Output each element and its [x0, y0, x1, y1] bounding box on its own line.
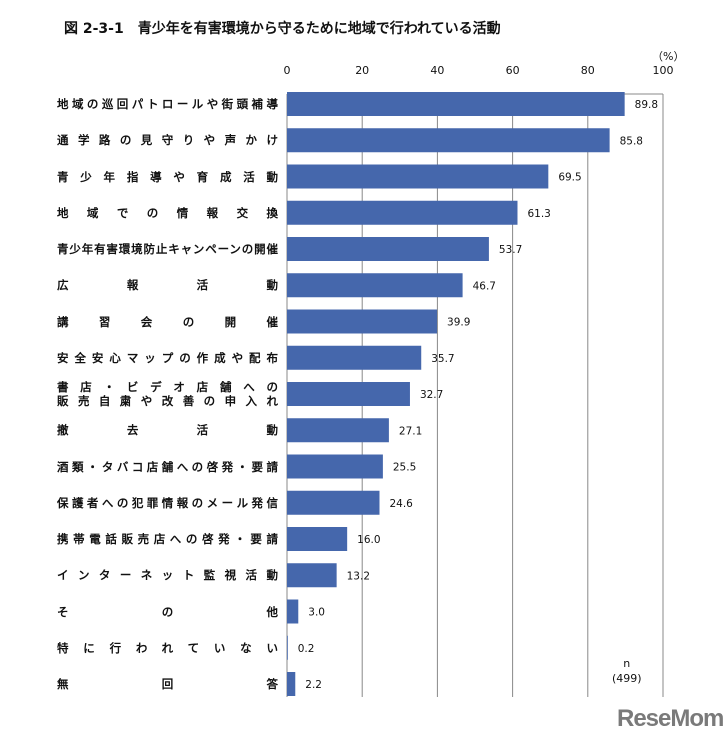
- data-label: 32.7: [420, 389, 443, 401]
- category-label: 地域の巡回パトロールや街頭補導: [57, 97, 278, 111]
- unit-label: （%）: [652, 50, 685, 63]
- bar: [287, 454, 383, 479]
- sample-size-label: n: [623, 657, 631, 670]
- tick-label: 60: [506, 64, 520, 77]
- category-label: 書店・ビデオ店舗への: [57, 380, 278, 394]
- bar: [287, 418, 389, 443]
- bar: [287, 128, 610, 153]
- data-label: 3.0: [308, 607, 325, 619]
- bar: [287, 200, 518, 225]
- category-label: 青少年有害環境防止キャンペーンの開催: [57, 242, 278, 256]
- bar: [287, 672, 296, 696]
- bar: [287, 237, 489, 261]
- chart-title: 図 2-3-1 青少年を有害環境から守るために地域で行われている活動: [64, 21, 501, 37]
- category-label: その他: [57, 604, 278, 619]
- data-label: 16.0: [357, 534, 380, 546]
- data-label: 24.6: [389, 498, 413, 510]
- tick-label: 40: [430, 64, 444, 77]
- sample-size: n (499): [612, 656, 642, 686]
- bar: [287, 382, 410, 406]
- tick-label: 100: [653, 64, 674, 77]
- data-label: 35.7: [431, 353, 454, 365]
- tick-label: 20: [355, 64, 369, 77]
- category-label: 特に行われていない: [57, 640, 278, 655]
- category-label: インターネット監視活動: [57, 568, 278, 583]
- category-label: 販売自粛や改善の申入れ: [57, 394, 278, 408]
- bar: [287, 92, 625, 116]
- resemom-logo: ReseMom: [617, 705, 724, 732]
- bar: [287, 527, 348, 551]
- category-label: 通学路の見守りや声かけ: [57, 133, 278, 148]
- data-label: 46.7: [473, 280, 496, 292]
- data-label: 25.5: [393, 462, 416, 474]
- category-label: 保護者への犯罪情報のメール発信: [57, 495, 278, 510]
- category-label: 地域での情報交換: [57, 205, 278, 220]
- category-label: 無回答: [57, 677, 278, 691]
- bar: [287, 345, 422, 370]
- category-label: 撤去活動: [57, 423, 278, 438]
- category-label: 青少年指導や育成活動: [57, 169, 278, 184]
- data-label: 89.8: [635, 99, 658, 111]
- data-label: 2.2: [305, 679, 322, 691]
- bar: [287, 309, 438, 334]
- bar: [287, 273, 463, 298]
- data-label: 53.7: [499, 244, 522, 256]
- category-label: 携帯電話販売店への啓発・要請: [57, 532, 278, 546]
- sample-size-value: (499): [612, 672, 642, 685]
- bar: [287, 563, 337, 588]
- tick-label: 80: [581, 64, 595, 77]
- data-label: 27.1: [399, 425, 422, 437]
- data-label: 13.2: [347, 570, 370, 582]
- category-label: 講習会の開催: [57, 314, 278, 329]
- category-label: 酒類・タバコ店舗への啓発・要請: [57, 459, 278, 474]
- category-label: 広報活動: [57, 278, 278, 293]
- bar: [287, 635, 288, 660]
- bar: [287, 599, 299, 624]
- data-label: 69.5: [558, 172, 581, 184]
- data-label: 39.9: [447, 317, 470, 329]
- category-label: 安全安心マップの作成や配布: [57, 350, 278, 365]
- tick-label: 0: [284, 64, 291, 77]
- data-label: 61.3: [527, 208, 550, 220]
- data-label: 85.8: [620, 135, 643, 147]
- data-label: 0.2: [298, 643, 315, 655]
- bar: [287, 164, 549, 189]
- bar: [287, 490, 380, 515]
